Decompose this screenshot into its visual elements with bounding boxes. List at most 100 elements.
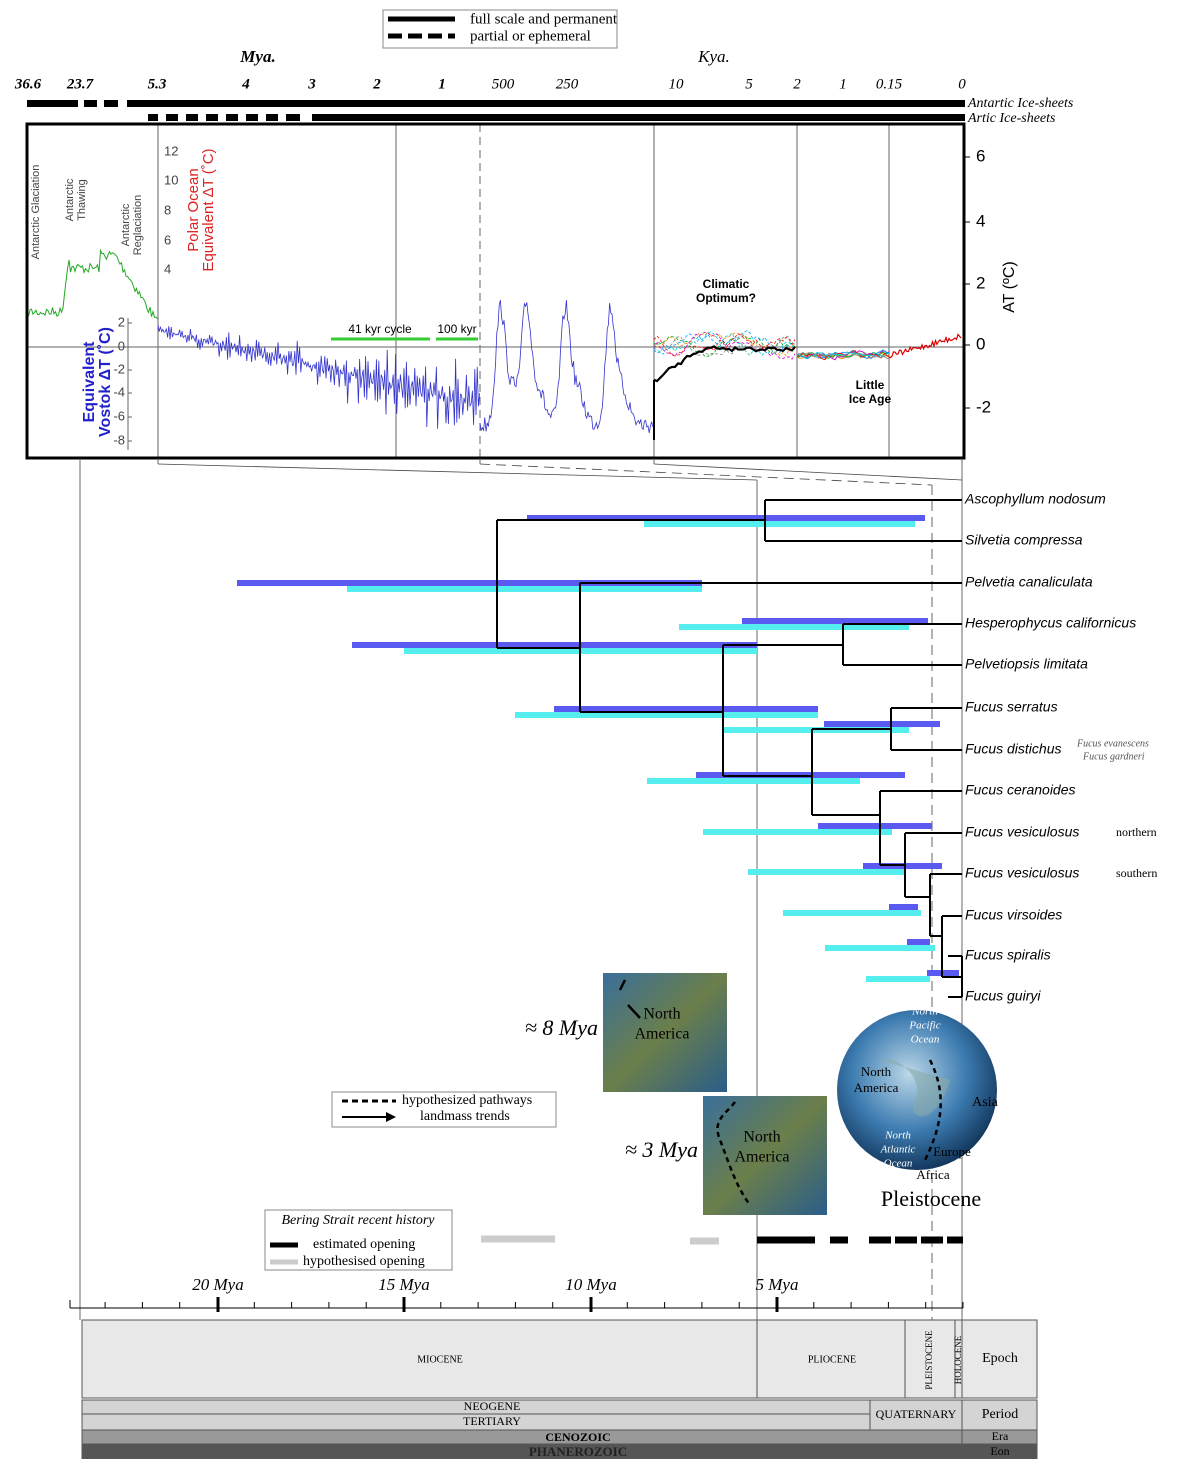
right-tick-label: 6 xyxy=(976,146,985,165)
event-label: Reglaciation xyxy=(132,195,144,256)
legend-label: hypothesized pathways xyxy=(402,1093,532,1108)
vostok-tick-label: -8 xyxy=(113,432,125,447)
event-label: Antarctic xyxy=(120,203,132,246)
map-label: Europe xyxy=(933,1144,971,1159)
bar xyxy=(647,778,860,784)
axis-title: Equivalent xyxy=(81,341,98,423)
axis-title: Polar Ocean xyxy=(185,168,202,251)
species-label: Hesperophycus californicus xyxy=(965,615,1136,631)
axis-title: Equivalent ΔT (˚C) xyxy=(200,148,217,271)
climate-curve xyxy=(157,324,480,429)
annotation: Climatic xyxy=(703,277,750,291)
species-label: Silvetia compressa xyxy=(965,532,1083,548)
species-label: Fucus serratus xyxy=(965,699,1058,715)
map-label: Africa xyxy=(916,1167,949,1182)
top-legend xyxy=(382,9,618,49)
time-label: 10 Mya xyxy=(565,1275,616,1294)
maps xyxy=(603,973,997,1215)
right-tick-label: -2 xyxy=(976,397,991,416)
bar xyxy=(554,706,818,712)
axis-title: AT (ºC) xyxy=(1001,261,1018,312)
top-tick-label: 5.3 xyxy=(148,76,167,92)
bar xyxy=(907,939,930,945)
top-tick-label: 3 xyxy=(307,76,316,92)
top-tick-label: 4 xyxy=(241,76,250,92)
polar-tick-label: 8 xyxy=(164,202,171,217)
top-tick-label: 23.7 xyxy=(66,76,94,92)
epoch-label: HOLOCENE xyxy=(953,1335,963,1384)
top-tick-label: 1 xyxy=(839,76,847,92)
time-axis xyxy=(69,1297,964,1312)
bar xyxy=(679,624,909,630)
legend-label: full scale and permanent xyxy=(470,11,618,27)
epoch-label: PLEISTOCENE xyxy=(924,1330,934,1390)
timescale-header: Epoch xyxy=(982,1351,1018,1366)
top-tick-label: 36.6 xyxy=(14,76,42,92)
map-label: America xyxy=(634,1026,689,1043)
bar xyxy=(352,642,757,648)
timescale-header: Period xyxy=(982,1407,1019,1422)
population-label: southern xyxy=(1116,866,1157,880)
map-label: Atlantic xyxy=(880,1144,916,1156)
top-tick-label: 10 xyxy=(669,76,685,92)
annotation: 41 kyr cycle xyxy=(348,322,412,336)
species-label: Ascophyllum nodosum xyxy=(964,491,1106,507)
timescale-header: Eon xyxy=(990,1444,1009,1458)
ice-bars xyxy=(27,100,965,121)
right-tick-label: 0 xyxy=(976,334,985,353)
population-label: northern xyxy=(1116,825,1157,839)
map-label: North xyxy=(884,1130,911,1142)
map-label: North xyxy=(861,1064,892,1079)
polar-tick-label: 12 xyxy=(164,143,178,158)
ice-label: Antartic Ice-sheets xyxy=(967,96,1074,111)
legend-label: hypothesised opening xyxy=(303,1254,425,1269)
species-label: Fucus virsoides xyxy=(965,907,1062,923)
top-tick-label: 1 xyxy=(438,76,446,92)
bar xyxy=(515,712,818,718)
bar xyxy=(748,869,906,875)
bar xyxy=(825,945,935,951)
time-label: 20 Mya xyxy=(192,1275,243,1294)
polar-tick-label: 10 xyxy=(164,172,178,187)
eon-label: PHANEROZOIC xyxy=(529,1444,627,1459)
species-label: Fucus distichus xyxy=(965,741,1061,757)
bar xyxy=(824,721,940,727)
climate-curve xyxy=(796,351,890,359)
bar xyxy=(703,829,892,835)
vostok-tick-label: -2 xyxy=(113,361,125,376)
timescale-header: Era xyxy=(992,1429,1009,1443)
vostok-tick-label: -6 xyxy=(113,408,125,423)
annotation: Ice Age xyxy=(849,392,892,406)
bar xyxy=(818,823,932,829)
event-label: Antarctic xyxy=(64,178,76,221)
climate-curve xyxy=(796,351,890,359)
phylogeny xyxy=(496,499,963,998)
map-label: North xyxy=(911,1006,938,1018)
top-tick-label: 2 xyxy=(793,76,801,92)
annotation: Optimum? xyxy=(696,291,756,305)
axis-title: Vostok ΔT (˚C) xyxy=(97,327,114,437)
legend-title: Bering Strait recent history xyxy=(281,1213,435,1228)
bar xyxy=(866,976,930,982)
right-tick-label: 2 xyxy=(976,273,985,292)
period-label: TERTIARY xyxy=(463,1414,521,1428)
synonym-label: Fucus evanescens xyxy=(1076,738,1149,749)
legend-label: estimated opening xyxy=(313,1237,415,1252)
period-label: QUATERNARY xyxy=(876,1407,957,1421)
bar xyxy=(347,586,702,592)
top-tick-label: 5 xyxy=(745,76,753,92)
divergence-bars xyxy=(237,515,959,982)
event-label: Thawing xyxy=(76,179,88,221)
bar xyxy=(889,904,918,910)
climate-curve xyxy=(479,299,654,433)
annotation: Little xyxy=(856,378,885,392)
bar xyxy=(644,521,915,527)
species-label: Fucus vesiculosus xyxy=(965,824,1079,840)
top-tick-label: 0 xyxy=(958,76,966,92)
legend-label: partial or ephemeral xyxy=(470,28,591,44)
top-tick-label: 2 xyxy=(372,76,381,92)
event-label: Antarctic Glaciation xyxy=(30,165,42,260)
bar xyxy=(237,580,702,586)
map-age: ≈ 8 Mya xyxy=(525,1015,598,1040)
